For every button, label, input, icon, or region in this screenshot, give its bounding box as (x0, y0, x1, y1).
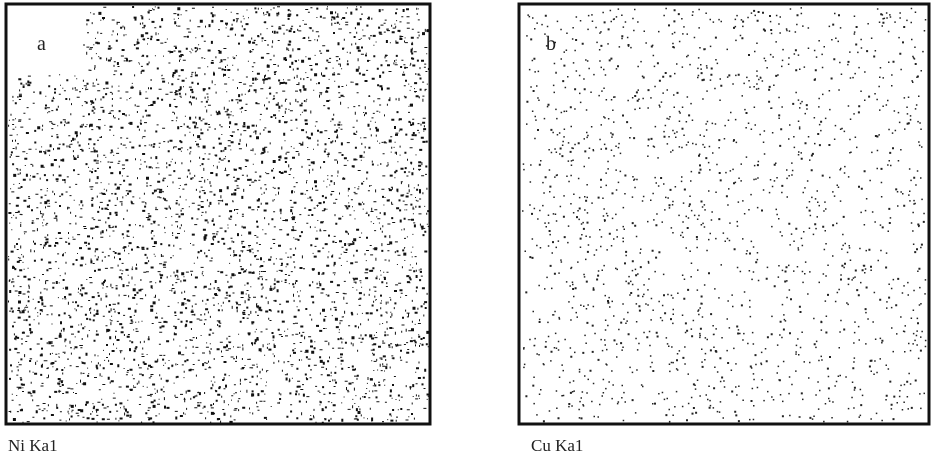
map-area (519, 4, 927, 424)
panel-caption: Cu Ka1 (531, 436, 583, 455)
figure: a Ni Ka1 b Cu Ka1 (0, 0, 931, 460)
panel-caption: Ni Ka1 (8, 436, 58, 455)
page: a Ni Ka1 b Cu Ka1 (() => { const data = … (0, 0, 931, 460)
panel-a: a Ni Ka1 (6, 4, 431, 455)
panel-letter: b (546, 33, 556, 55)
panel-b: b Cu Ka1 (519, 4, 929, 455)
panel-letter: a (37, 33, 46, 55)
